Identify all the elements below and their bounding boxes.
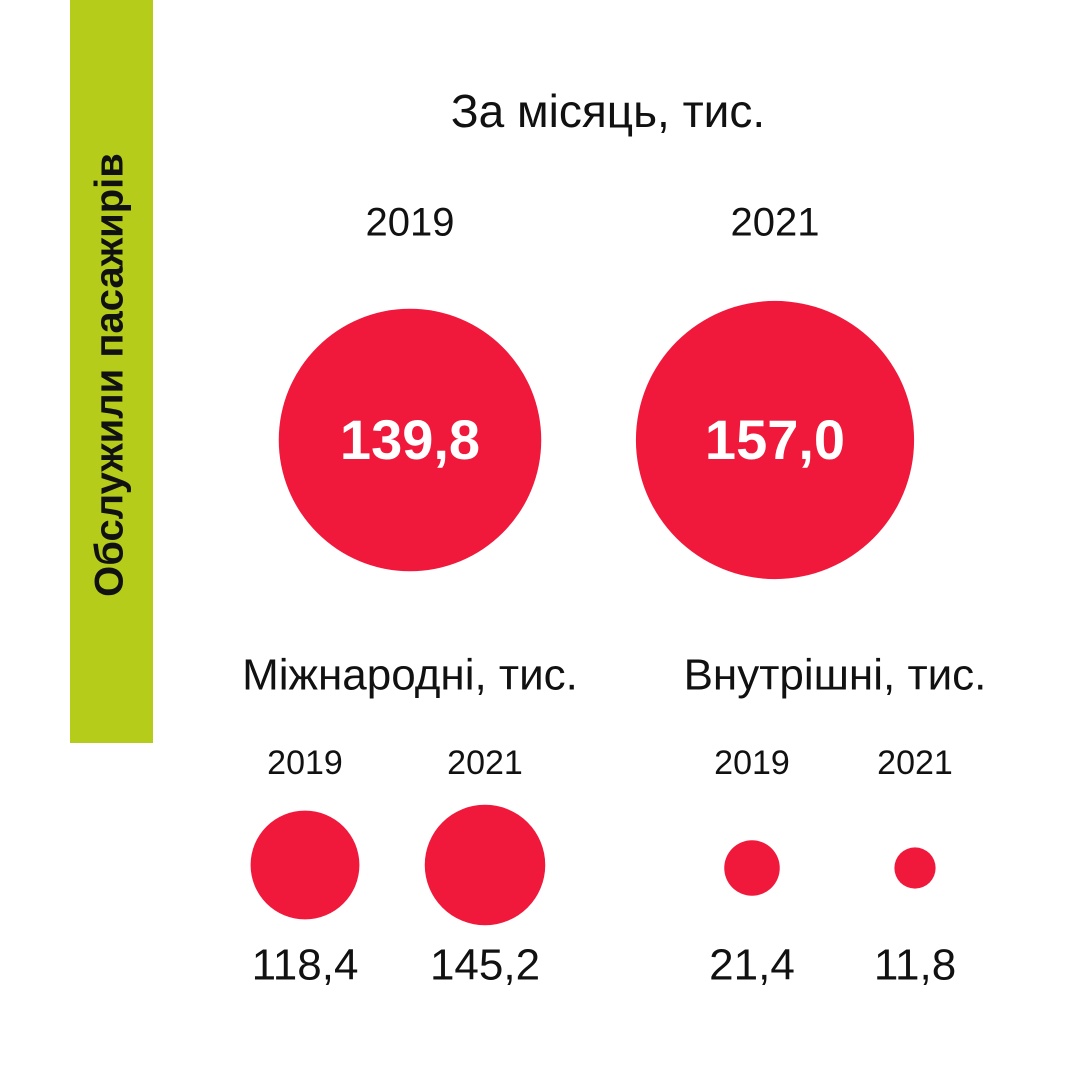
bubble — [635, 300, 915, 580]
chart-title: Міжнародні, тис. — [242, 651, 578, 700]
bubble — [724, 840, 780, 896]
bubble — [250, 810, 360, 920]
category-label: 2019 — [267, 744, 343, 782]
category-label: 2021 — [877, 744, 953, 782]
chart-title: За місяць, тис. — [451, 85, 765, 137]
value-label: 21,4 — [709, 941, 795, 990]
side-bar — [70, 0, 153, 743]
bubble — [894, 847, 936, 889]
chart-title: Внутрішні, тис. — [684, 651, 987, 700]
value-label: 145,2 — [430, 941, 540, 990]
bubble — [278, 308, 542, 572]
side-title: Обслужили пасажирів — [88, 153, 132, 597]
category-label: 2019 — [366, 201, 455, 245]
value-label: 157,0 — [705, 408, 845, 471]
category-label: 2021 — [447, 744, 523, 782]
value-label: 139,8 — [340, 408, 480, 471]
category-label: 2019 — [714, 744, 790, 782]
value-label: 11,8 — [874, 941, 956, 990]
category-label: 2021 — [731, 201, 820, 245]
bubble — [424, 804, 546, 926]
value-label: 118,4 — [252, 941, 359, 990]
